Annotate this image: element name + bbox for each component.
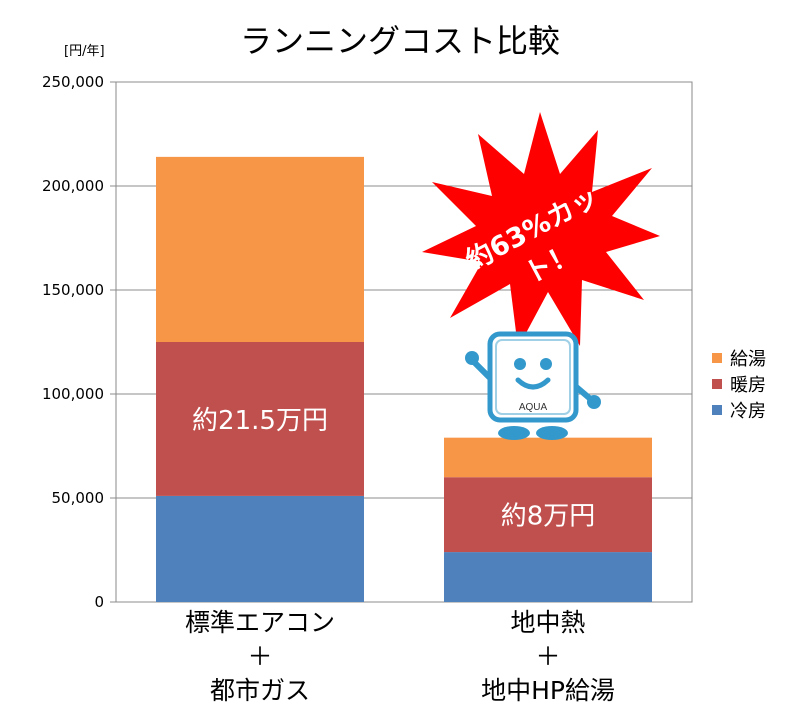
x-category-label: 標準エアコン ＋ 都市ガス (150, 606, 370, 708)
legend-item-cooling: 冷房 (712, 397, 766, 423)
legend-label-hotwater: 給湯 (730, 349, 766, 370)
bar-1-給湯 (444, 437, 652, 478)
y-unit-label: [円/年] (64, 44, 105, 59)
x-category-label: 地中熱 ＋ 地中HP給湯 (438, 606, 658, 708)
x-category-line: ＋ (247, 642, 273, 671)
legend-label-cooling: 冷房 (730, 401, 766, 422)
bar-0-冷房 (156, 495, 364, 602)
x-category-line: 標準エアコン (184, 608, 335, 637)
legend-item-hotwater: 給湯 (712, 345, 766, 371)
bar-1-冷房 (444, 552, 652, 602)
y-tick-label: 0 (94, 593, 104, 611)
x-category-line: 地中HP給湯 (481, 676, 615, 705)
legend-label-heating: 暖房 (730, 375, 766, 396)
legend-swatch-heating (712, 379, 722, 389)
y-tick-label: 50,000 (51, 489, 105, 507)
y-tick-label: 250,000 (41, 73, 104, 91)
bar-data-label: 約21.5万円 (192, 406, 328, 436)
x-category-line: 地中熱 (510, 608, 586, 637)
x-category-line: ＋ (535, 642, 561, 671)
legend: 給湯 暖房 冷房 (712, 345, 766, 423)
legend-item-heating: 暖房 (712, 371, 766, 397)
aqua-mascot-icon: AQUA (465, 331, 601, 440)
legend-swatch-hotwater (712, 353, 722, 363)
bar-0-給湯 (156, 156, 364, 342)
y-tick-label: 150,000 (41, 281, 104, 299)
bar-0-暖房 (156, 342, 364, 496)
y-tick-label: 100,000 (41, 385, 104, 403)
red-starburst-icon (422, 112, 660, 348)
y-tick-label: 200,000 (41, 177, 104, 195)
chart-title: ランニングコスト比較 (239, 22, 560, 60)
bar-1-暖房 (444, 477, 652, 553)
bar-data-label: 約8万円 (501, 502, 596, 532)
x-category-line: 都市ガス (209, 676, 310, 705)
legend-swatch-cooling (712, 405, 722, 415)
mascot-label: AQUA (519, 402, 548, 413)
